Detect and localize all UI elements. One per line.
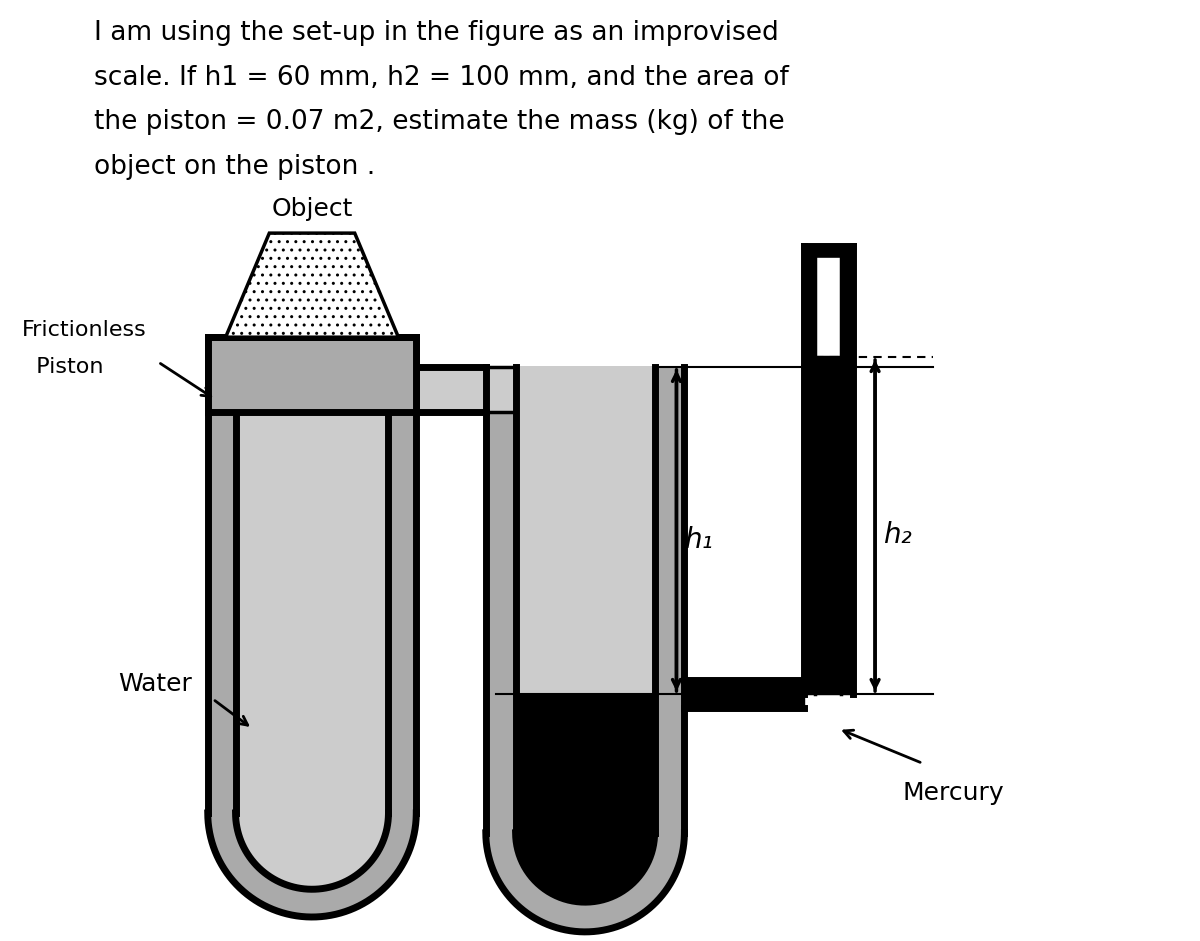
Text: the piston = 0.07 m2, estimate the mass (kg) of the: the piston = 0.07 m2, estimate the mass … [94,109,784,136]
Text: Piston: Piston [22,357,103,377]
Text: Frictionless: Frictionless [22,320,146,341]
Text: h₂: h₂ [883,521,912,550]
Polygon shape [208,813,416,917]
Text: I am using the set-up in the figure as an improvised: I am using the set-up in the figure as a… [94,20,779,46]
Polygon shape [516,833,655,902]
Polygon shape [516,833,655,902]
Bar [208,337,416,411]
Text: Water: Water [119,672,192,696]
Polygon shape [226,233,398,337]
Text: scale. If h1 = 60 mm, h2 = 100 mm, and the area of: scale. If h1 = 60 mm, h2 = 100 mm, and t… [94,65,788,90]
Text: h₁: h₁ [684,526,713,554]
Text: Mercury: Mercury [902,781,1004,805]
Text: Object: Object [271,198,353,221]
Polygon shape [486,833,684,932]
Polygon shape [235,813,389,889]
Text: object on the piston .: object on the piston . [94,153,374,180]
Polygon shape [516,833,655,902]
